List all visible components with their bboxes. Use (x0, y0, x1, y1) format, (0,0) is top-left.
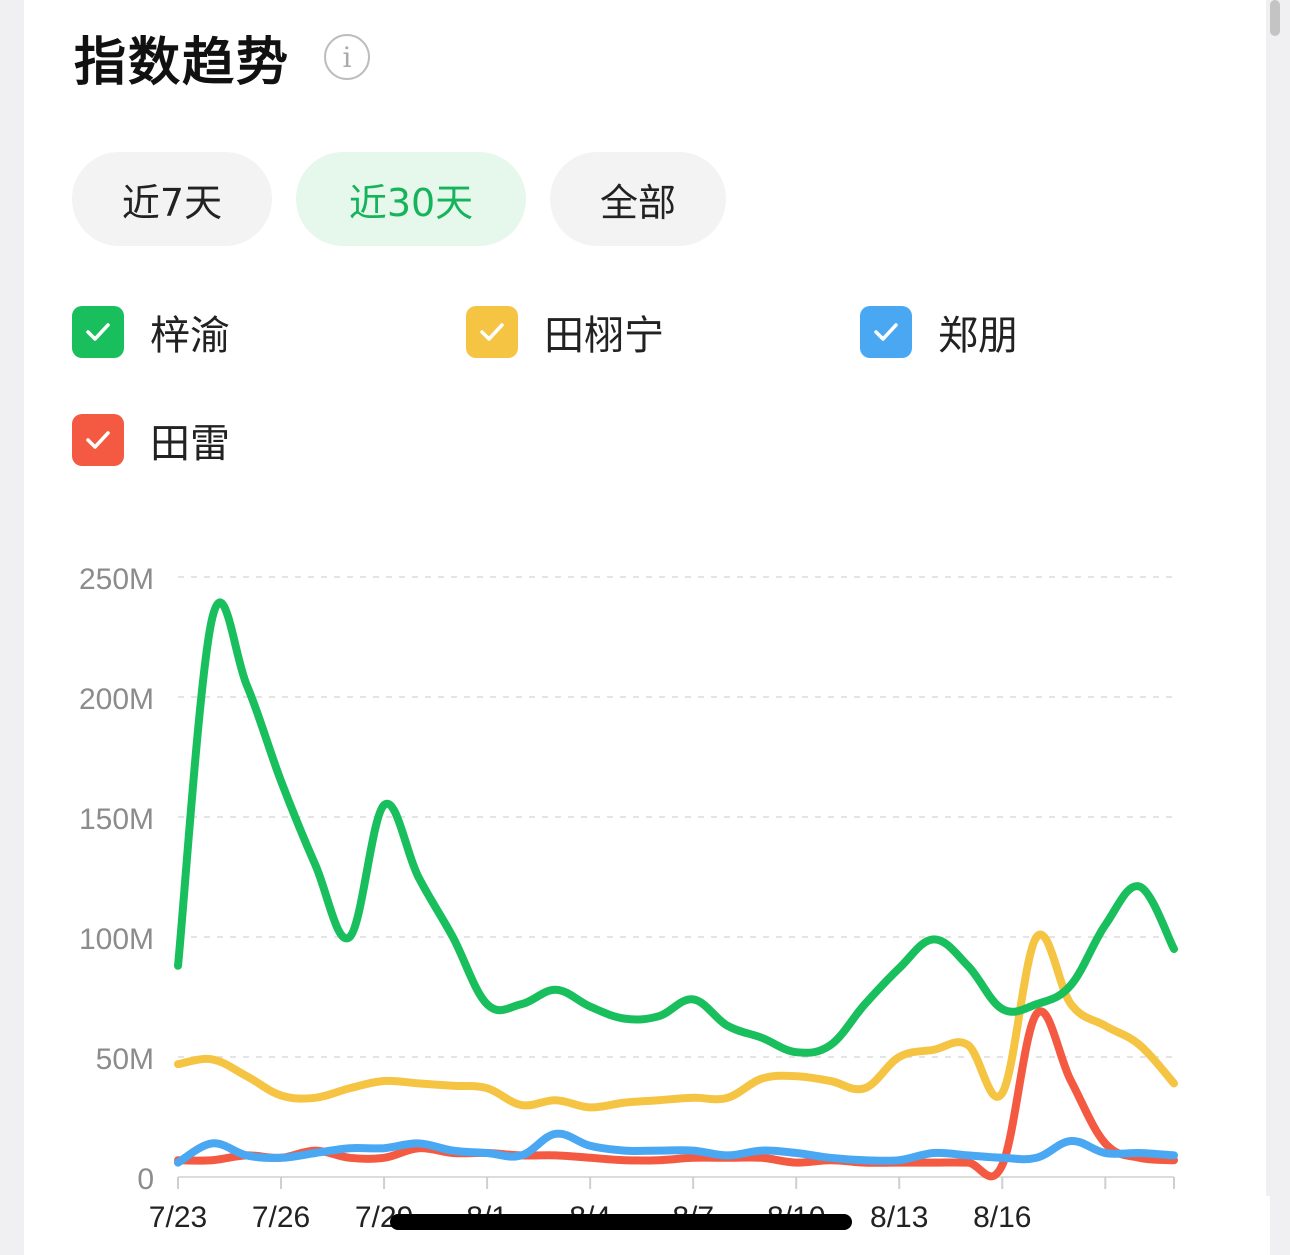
time-range-tabs: 近7天 近30天 全部 (72, 152, 750, 246)
tab-7-days[interactable]: 近7天 (72, 152, 272, 246)
series-line-0 (174, 598, 1178, 1057)
check-icon[interactable] (860, 306, 912, 358)
legend-item-tianlei[interactable]: 田雷 (72, 414, 230, 467)
legend-label: 郑朋 (938, 313, 1018, 359)
y-tick-label: 250M (79, 563, 154, 596)
legend-item-tianxuning[interactable]: 田栩宁 (466, 306, 664, 359)
y-tick-label: 100M (79, 923, 154, 956)
x-tick-label: 8/16 (973, 1201, 1031, 1234)
info-glyph: i (342, 40, 352, 74)
page-title: 指数趋势 (74, 32, 291, 93)
edge-fade (1030, 1196, 1270, 1255)
y-tick-label: 0 (137, 1163, 154, 1196)
scrollbar-thumb[interactable] (1270, 0, 1280, 36)
legend-label: 田雷 (150, 421, 230, 467)
series-line-1 (174, 930, 1178, 1112)
y-tick-label: 150M (79, 803, 154, 836)
series-line-2 (174, 1129, 1178, 1167)
home-indicator[interactable] (390, 1214, 852, 1230)
check-icon[interactable] (466, 306, 518, 358)
legend-item-zhengpeng[interactable]: 郑朋 (860, 306, 1018, 359)
x-tick-label: 8/13 (870, 1201, 928, 1234)
y-tick-label: 200M (79, 683, 154, 716)
y-tick-label: 50M (96, 1043, 154, 1076)
legend-label: 梓渝 (150, 313, 230, 359)
x-tick-label: 7/26 (252, 1201, 310, 1234)
index-trend-card: 指数趋势 i 近7天 近30天 全部 梓渝 田栩宁 郑朋 田雷 0 50M 100M… (24, 0, 1266, 1255)
check-icon[interactable] (72, 414, 124, 466)
legend-item-ziyu[interactable]: 梓渝 (72, 306, 230, 359)
info-icon[interactable]: i (324, 34, 371, 80)
series-line-3 (174, 1007, 1178, 1181)
line-chart: 050M100M150M200M250M7/237/267/298/18/48/… (79, 563, 1178, 1234)
x-tick-label: 7/23 (149, 1201, 207, 1234)
title-row: 指数趋势 i (74, 22, 371, 93)
tab-all[interactable]: 全部 (550, 152, 726, 246)
legend-label: 田栩宁 (544, 313, 664, 359)
check-icon[interactable] (72, 306, 124, 358)
tab-30-days[interactable]: 近30天 (296, 152, 526, 246)
